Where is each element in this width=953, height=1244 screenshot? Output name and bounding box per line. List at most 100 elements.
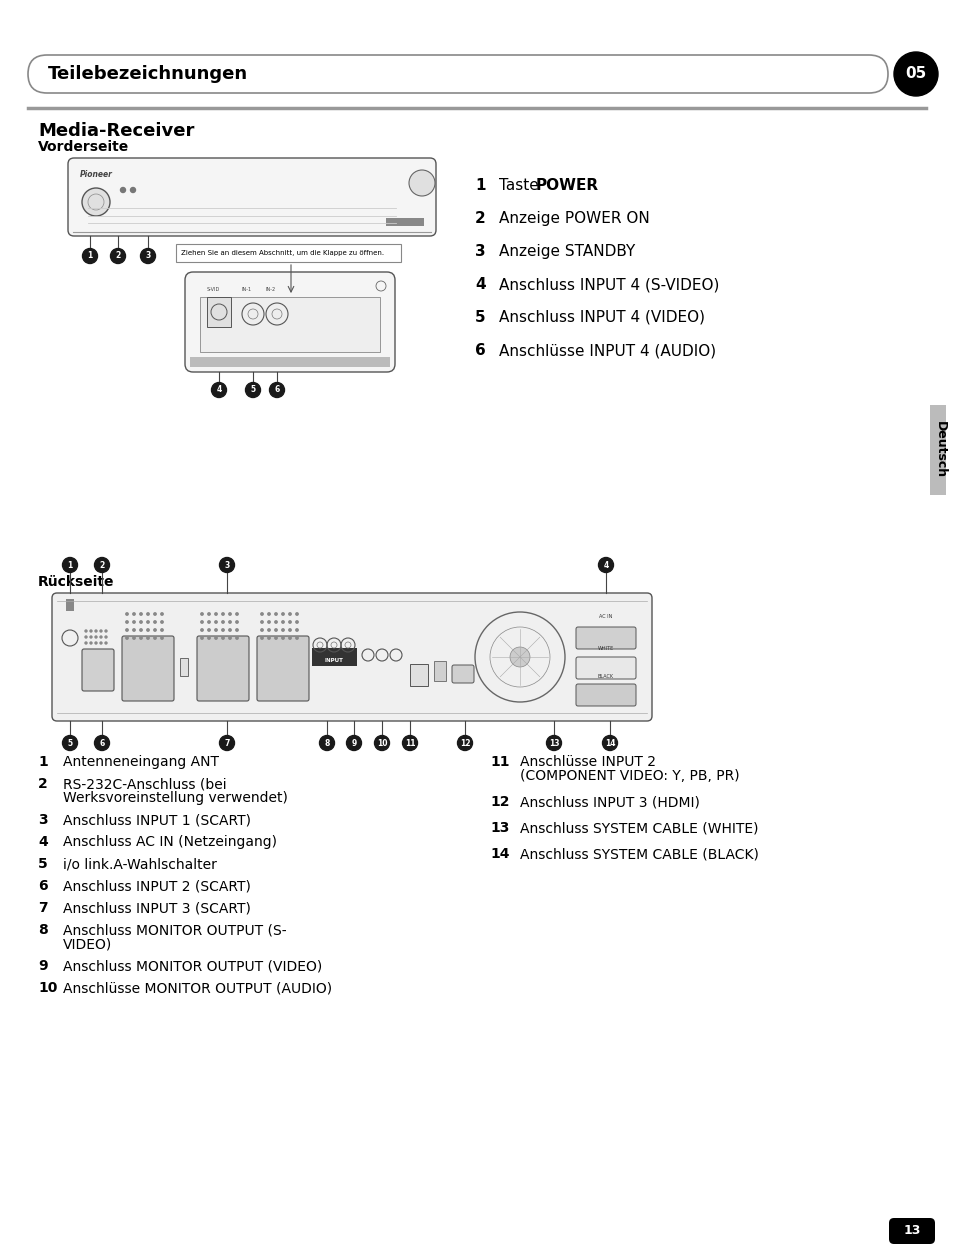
FancyBboxPatch shape — [68, 158, 436, 236]
Circle shape — [100, 629, 102, 632]
Bar — [180, 658, 188, 675]
Text: 6: 6 — [38, 880, 48, 893]
Circle shape — [598, 557, 613, 572]
Circle shape — [153, 621, 156, 623]
Circle shape — [402, 735, 417, 750]
Circle shape — [229, 621, 231, 623]
Circle shape — [100, 642, 102, 644]
Circle shape — [126, 628, 128, 631]
Text: Anschluss SYSTEM CABLE (WHITE): Anschluss SYSTEM CABLE (WHITE) — [519, 821, 758, 835]
FancyBboxPatch shape — [576, 684, 636, 707]
Circle shape — [208, 637, 210, 639]
Circle shape — [63, 735, 77, 750]
Text: 5: 5 — [38, 857, 48, 871]
Circle shape — [132, 637, 135, 639]
Text: Media-Receiver: Media-Receiver — [38, 122, 194, 141]
Text: Anschlüsse INPUT 4 (AUDIO): Anschlüsse INPUT 4 (AUDIO) — [498, 343, 716, 358]
Circle shape — [90, 629, 91, 632]
Text: 13: 13 — [548, 739, 558, 748]
Text: 7: 7 — [224, 739, 230, 748]
Text: 11: 11 — [404, 739, 415, 748]
Circle shape — [126, 637, 128, 639]
FancyBboxPatch shape — [576, 657, 636, 679]
Circle shape — [274, 628, 277, 631]
Bar — [66, 600, 74, 611]
Text: IN-1: IN-1 — [242, 287, 252, 292]
Circle shape — [140, 249, 155, 264]
Circle shape — [131, 188, 135, 193]
Bar — [207, 297, 231, 327]
Circle shape — [268, 621, 270, 623]
Circle shape — [893, 52, 937, 96]
Circle shape — [346, 735, 361, 750]
Text: 1: 1 — [88, 251, 92, 260]
FancyBboxPatch shape — [122, 636, 173, 702]
Text: Anschluss INPUT 2 (SCART): Anschluss INPUT 2 (SCART) — [63, 880, 251, 893]
Bar — [386, 218, 423, 226]
Circle shape — [295, 637, 298, 639]
Circle shape — [457, 735, 472, 750]
Text: S-VID: S-VID — [206, 287, 219, 292]
Text: Anschluss MONITOR OUTPUT (VIDEO): Anschluss MONITOR OUTPUT (VIDEO) — [63, 959, 322, 973]
FancyBboxPatch shape — [28, 55, 887, 93]
Circle shape — [295, 628, 298, 631]
Text: 12: 12 — [490, 795, 509, 809]
Circle shape — [274, 637, 277, 639]
Circle shape — [147, 628, 149, 631]
Text: Werksvoreinstellung verwendet): Werksvoreinstellung verwendet) — [63, 791, 288, 805]
Circle shape — [235, 637, 238, 639]
Text: Anschluss INPUT 1 (SCART): Anschluss INPUT 1 (SCART) — [63, 814, 251, 827]
Text: 2: 2 — [115, 251, 120, 260]
Circle shape — [260, 637, 263, 639]
Circle shape — [289, 637, 291, 639]
Text: 13: 13 — [490, 821, 509, 835]
Circle shape — [95, 636, 97, 638]
FancyBboxPatch shape — [452, 666, 474, 683]
Bar — [929, 406, 945, 495]
Text: 5: 5 — [475, 310, 485, 325]
Circle shape — [85, 642, 87, 644]
FancyBboxPatch shape — [185, 272, 395, 372]
Text: IN-2: IN-2 — [266, 287, 275, 292]
Circle shape — [546, 735, 561, 750]
Circle shape — [221, 621, 224, 623]
Circle shape — [153, 613, 156, 616]
Text: 3: 3 — [475, 244, 485, 259]
Text: 5: 5 — [68, 739, 72, 748]
Circle shape — [214, 628, 217, 631]
Circle shape — [269, 382, 284, 398]
Text: Anzeige POWER ON: Anzeige POWER ON — [498, 211, 649, 226]
Circle shape — [120, 188, 126, 193]
Text: 3: 3 — [38, 814, 48, 827]
Circle shape — [105, 629, 107, 632]
Circle shape — [161, 637, 163, 639]
Circle shape — [602, 735, 617, 750]
Text: Pioneer: Pioneer — [80, 170, 112, 179]
Circle shape — [126, 621, 128, 623]
Circle shape — [219, 557, 234, 572]
Text: 8: 8 — [324, 739, 330, 748]
Text: 7: 7 — [38, 901, 48, 916]
Text: 4: 4 — [475, 277, 485, 292]
Circle shape — [274, 621, 277, 623]
Text: 1: 1 — [475, 178, 485, 193]
Circle shape — [126, 613, 128, 616]
Circle shape — [208, 621, 210, 623]
Circle shape — [147, 621, 149, 623]
Bar — [312, 648, 356, 666]
Circle shape — [200, 621, 203, 623]
Circle shape — [229, 613, 231, 616]
Circle shape — [214, 637, 217, 639]
Circle shape — [95, 629, 97, 632]
Text: 13: 13 — [902, 1224, 920, 1238]
Circle shape — [289, 613, 291, 616]
Bar — [434, 661, 446, 680]
Circle shape — [105, 642, 107, 644]
Circle shape — [281, 637, 284, 639]
FancyBboxPatch shape — [576, 627, 636, 649]
Circle shape — [90, 642, 91, 644]
Bar — [410, 664, 428, 685]
Circle shape — [235, 621, 238, 623]
Text: Taste: Taste — [498, 178, 543, 193]
Circle shape — [200, 637, 203, 639]
